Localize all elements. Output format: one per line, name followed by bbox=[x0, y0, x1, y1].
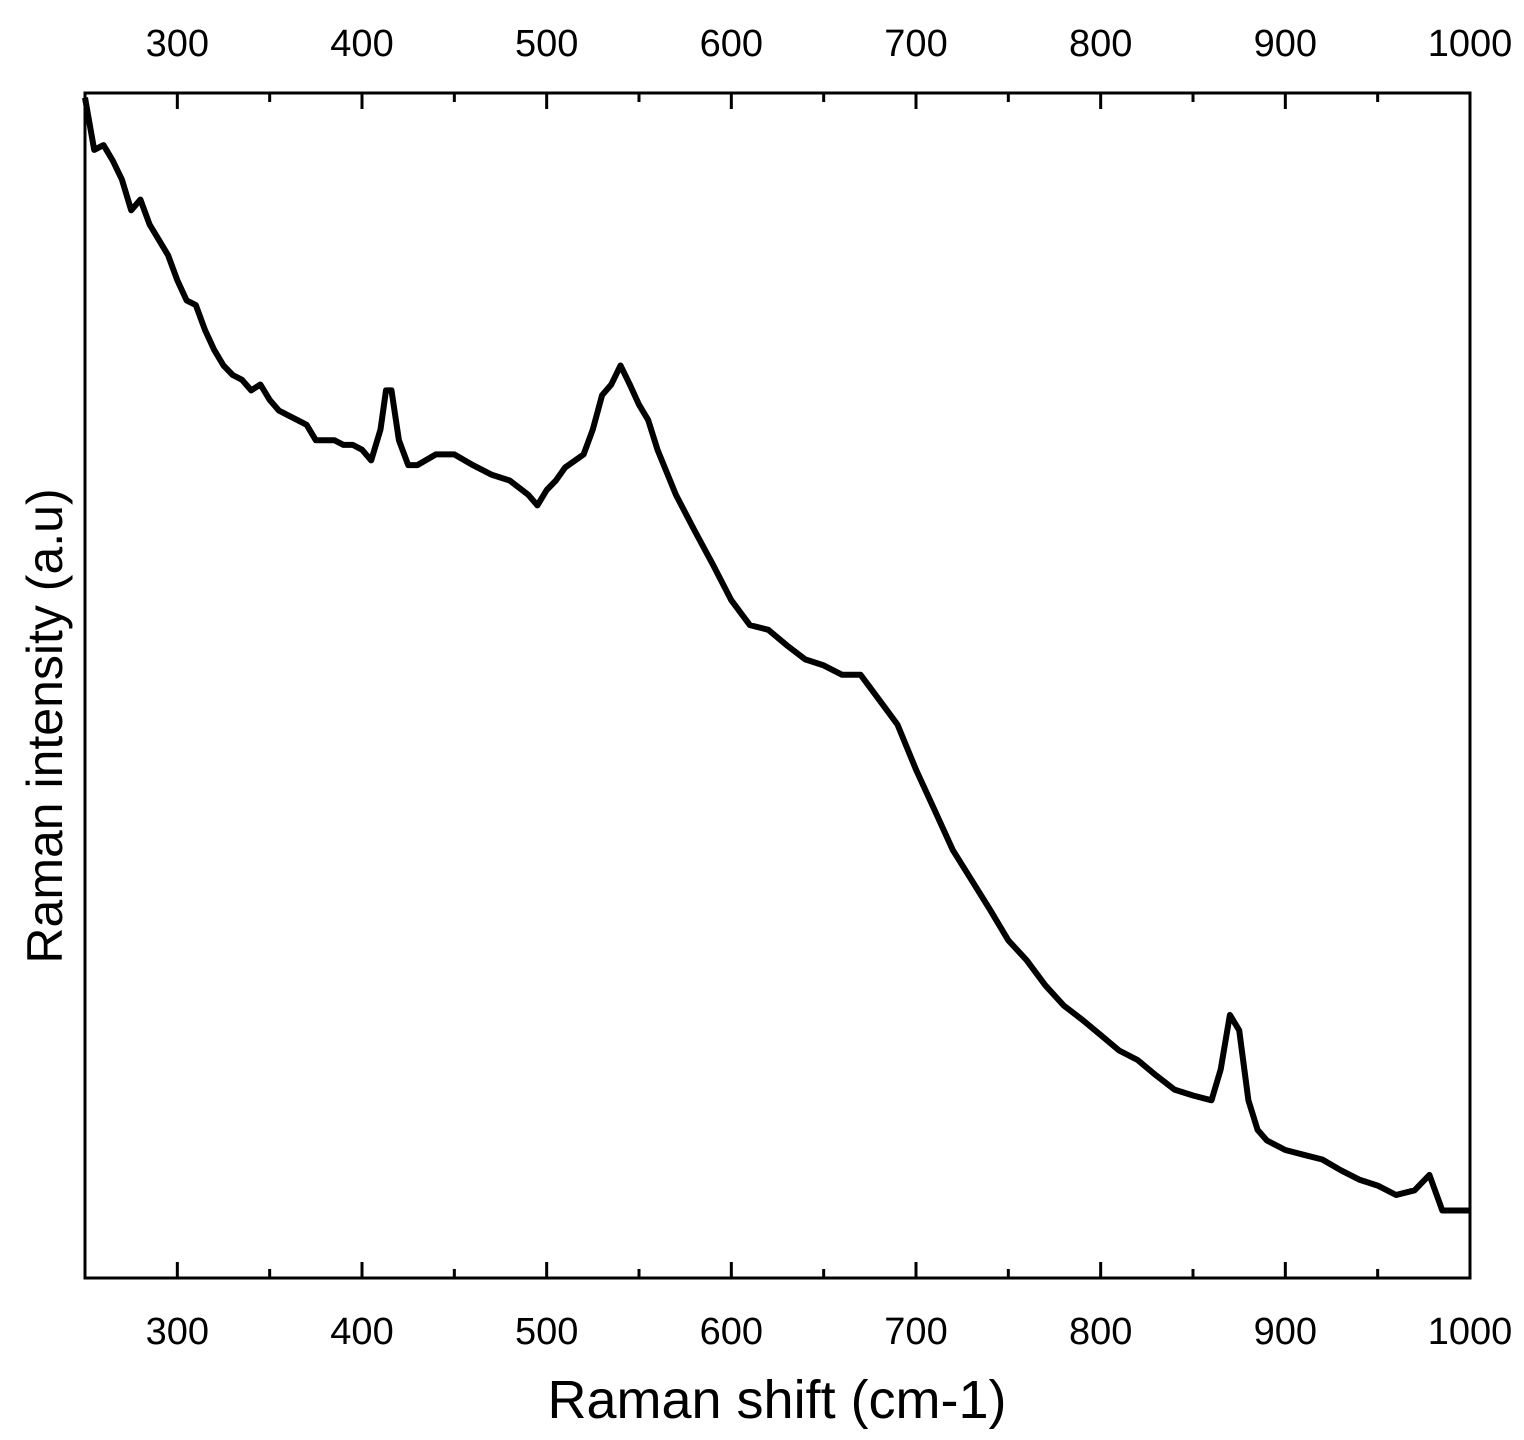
x-tick-label-top: 300 bbox=[146, 23, 209, 65]
plot-frame bbox=[83, 91, 1472, 1280]
y-axis-title: Raman intensity (a.u) bbox=[17, 488, 73, 963]
x-axis-title: Raman shift (cm-1) bbox=[547, 1370, 1006, 1430]
x-tick-label: 600 bbox=[700, 1311, 763, 1353]
x-tick-label-top: 500 bbox=[515, 23, 578, 65]
x-tick-label: 1000 bbox=[1428, 1311, 1513, 1353]
x-tick-label: 500 bbox=[515, 1311, 578, 1353]
x-tick-label-top: 400 bbox=[330, 23, 393, 65]
x-tick-label-top: 600 bbox=[700, 23, 763, 65]
x-tick-label: 800 bbox=[1069, 1311, 1132, 1353]
spectrum-line bbox=[82, 97, 1470, 1214]
x-tick-label: 700 bbox=[884, 1311, 947, 1353]
x-tick-label: 400 bbox=[330, 1311, 393, 1353]
x-tick-label-top: 900 bbox=[1254, 23, 1317, 65]
x-tick-label-top: 800 bbox=[1069, 23, 1132, 65]
x-tick-label-top: 700 bbox=[884, 23, 947, 65]
x-tick-label: 900 bbox=[1254, 1311, 1317, 1353]
x-tick-label: 300 bbox=[146, 1311, 209, 1353]
x-tick-label-top: 1000 bbox=[1428, 23, 1513, 65]
